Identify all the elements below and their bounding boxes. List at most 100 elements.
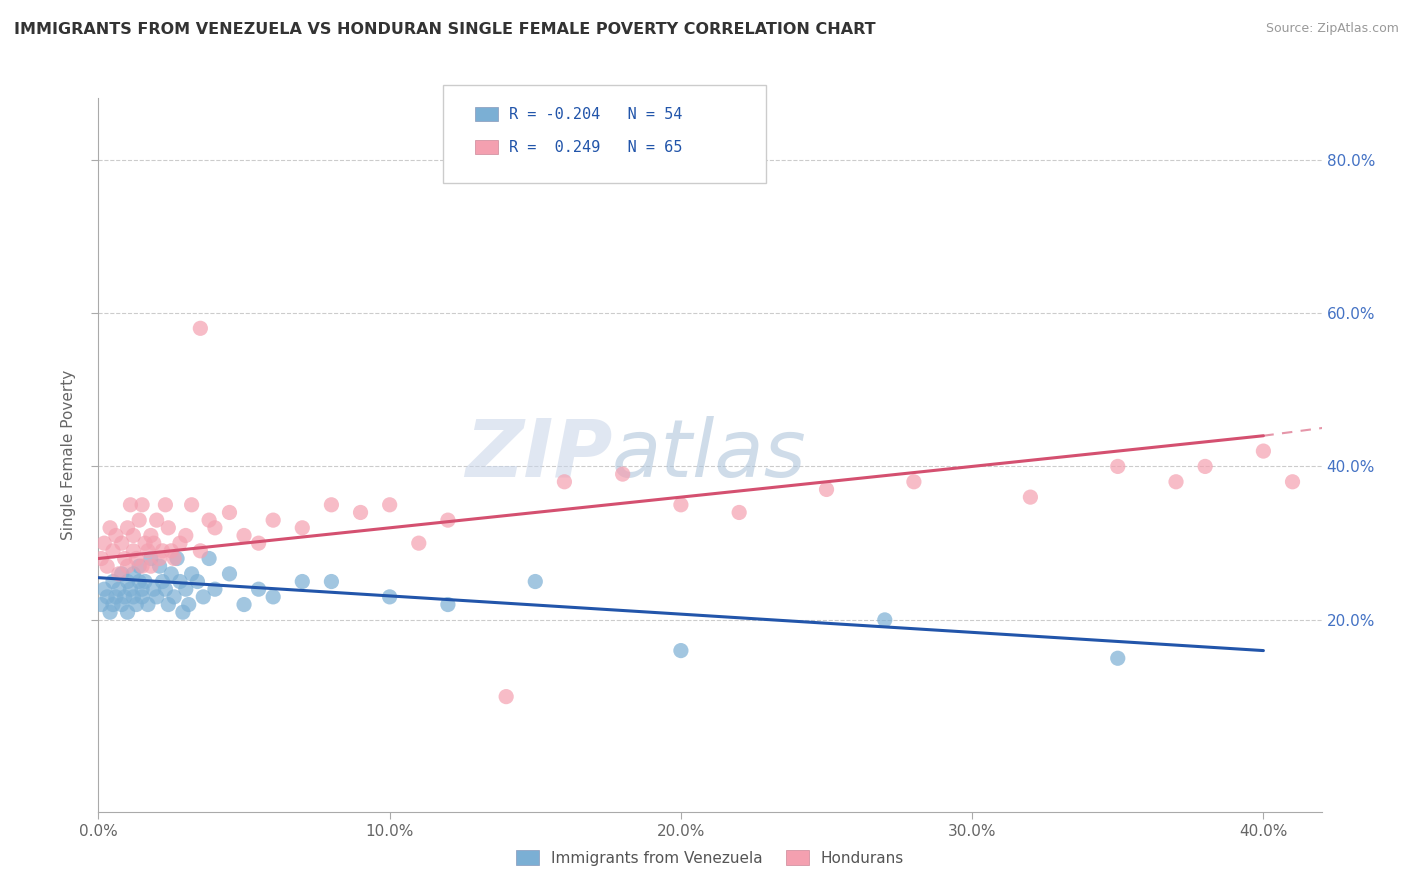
Point <box>117 574 139 589</box>
Point <box>1107 651 1129 665</box>
Point <box>101 544 124 558</box>
Text: Source: ZipAtlas.com: Source: ZipAtlas.com <box>1265 22 1399 36</box>
Point <box>1253 444 1275 458</box>
Point <box>728 506 751 520</box>
Point <box>122 590 145 604</box>
Point <box>1398 490 1406 504</box>
Point <box>198 551 221 566</box>
Point <box>262 590 284 604</box>
Point <box>101 574 124 589</box>
Point <box>524 574 547 589</box>
Point <box>180 566 202 581</box>
Point <box>142 536 165 550</box>
Point <box>136 544 159 558</box>
Point <box>93 582 115 597</box>
Point <box>111 566 134 581</box>
Point <box>149 551 172 566</box>
Point <box>174 582 197 597</box>
Point <box>553 475 575 489</box>
Point <box>233 598 256 612</box>
Point <box>128 513 150 527</box>
Point <box>169 574 191 589</box>
Point <box>96 590 118 604</box>
Y-axis label: Single Female Poverty: Single Female Poverty <box>60 370 76 540</box>
Point <box>1281 475 1303 489</box>
Point <box>93 536 115 550</box>
Point <box>117 605 139 619</box>
Point <box>204 521 226 535</box>
Point <box>378 498 401 512</box>
Point <box>321 574 343 589</box>
Point <box>177 598 200 612</box>
Point <box>218 566 240 581</box>
Point <box>193 590 215 604</box>
Point <box>160 544 183 558</box>
Point <box>349 506 371 520</box>
Point <box>262 513 284 527</box>
Point <box>172 605 194 619</box>
Point <box>233 528 256 542</box>
Point <box>1194 459 1216 474</box>
Point <box>815 483 838 497</box>
Point <box>120 498 142 512</box>
Point <box>98 605 121 619</box>
Point <box>188 321 212 335</box>
Point <box>291 521 314 535</box>
Point <box>128 559 150 574</box>
Point <box>108 566 131 581</box>
Point <box>101 598 124 612</box>
Point <box>163 551 186 566</box>
Point <box>98 521 121 535</box>
Point <box>198 513 221 527</box>
Point <box>90 598 112 612</box>
Point <box>291 574 314 589</box>
Point <box>117 521 139 535</box>
Text: R =  0.249   N = 65: R = 0.249 N = 65 <box>509 140 682 154</box>
Point <box>122 528 145 542</box>
Point <box>247 536 270 550</box>
Point <box>1340 459 1362 474</box>
Point <box>149 559 172 574</box>
Point <box>114 551 136 566</box>
Point <box>437 513 460 527</box>
Text: ZIP: ZIP <box>465 416 612 494</box>
Point <box>122 566 145 581</box>
Point <box>174 528 197 542</box>
Point <box>163 590 186 604</box>
Point <box>408 536 430 550</box>
Point <box>134 574 156 589</box>
Point <box>117 559 139 574</box>
Point <box>1019 490 1042 504</box>
Point <box>131 590 153 604</box>
Point <box>157 598 180 612</box>
Point <box>437 598 460 612</box>
Point <box>669 643 692 657</box>
Point <box>114 590 136 604</box>
Text: R = -0.204   N = 54: R = -0.204 N = 54 <box>509 107 682 121</box>
Point <box>111 536 134 550</box>
Point <box>139 528 162 542</box>
Point <box>131 498 153 512</box>
Point <box>157 521 180 535</box>
Point <box>1107 459 1129 474</box>
Point <box>495 690 517 704</box>
Point <box>131 582 153 597</box>
Point <box>142 582 165 597</box>
Point <box>612 467 634 482</box>
Point <box>104 528 127 542</box>
Point <box>122 544 145 558</box>
Point <box>136 598 159 612</box>
Point <box>873 613 896 627</box>
Point <box>160 566 183 581</box>
Point <box>1164 475 1187 489</box>
Point <box>134 536 156 550</box>
Point <box>120 582 142 597</box>
Point <box>188 544 212 558</box>
Point <box>131 559 153 574</box>
Point <box>145 590 167 604</box>
Point <box>125 598 148 612</box>
Point <box>169 536 191 550</box>
Point <box>128 574 150 589</box>
Text: atlas: atlas <box>612 416 807 494</box>
Point <box>152 574 174 589</box>
